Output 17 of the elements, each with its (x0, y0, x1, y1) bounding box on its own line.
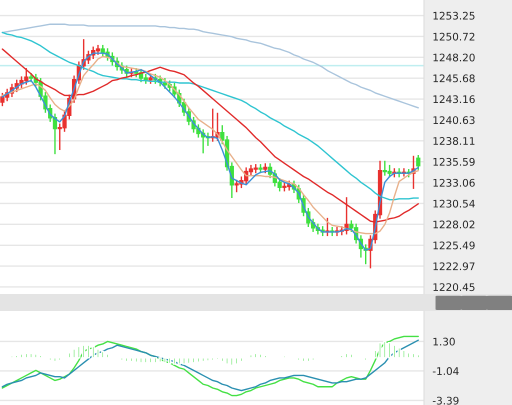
y-tick-label: -3.39 (432, 396, 459, 405)
y-tick-label: 1238.11 (433, 137, 474, 145)
y-tick-label: 1222.97 (433, 262, 475, 270)
y-tick-label: 1235.59 (433, 158, 475, 166)
y-tick-label: 1228.02 (433, 220, 474, 228)
y-tick-label: 1220.45 (433, 283, 474, 292)
y-tick-label: 1250.72 (433, 32, 474, 41)
y-tick-label: -1.04 (432, 367, 459, 376)
y-tick-label: 1253.25 (433, 12, 474, 20)
y-tick-label: 1245.68 (433, 74, 475, 82)
y-tick-label: 1240.63 (433, 116, 475, 124)
y-tick-label: 1225.49 (433, 241, 475, 250)
y-tick-label: 1248.20 (433, 54, 475, 62)
y-tick-label: 1243.16 (433, 95, 475, 104)
y-tick-label: 1233.06 (433, 178, 475, 187)
y-tick-label: 1.30 (433, 338, 455, 346)
y-tick-label: 1230.54 (433, 200, 475, 208)
